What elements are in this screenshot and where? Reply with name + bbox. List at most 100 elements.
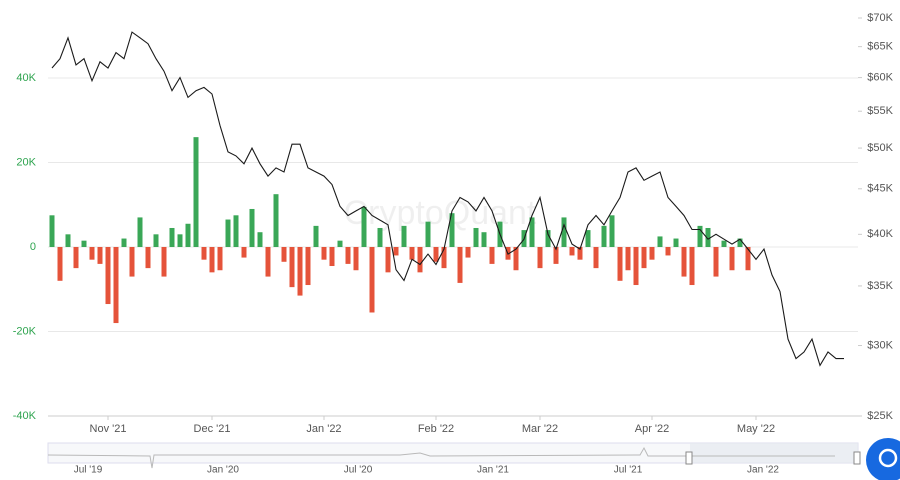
bar bbox=[705, 227, 711, 247]
x-tick-label: Apr '22 bbox=[635, 423, 670, 435]
bar bbox=[65, 234, 71, 247]
bar bbox=[273, 194, 279, 247]
bar bbox=[153, 234, 159, 247]
price-line bbox=[51, 31, 844, 367]
navigator-line bbox=[47, 446, 835, 469]
bar bbox=[225, 219, 231, 247]
navigator-handle[interactable] bbox=[853, 451, 861, 465]
bar bbox=[697, 225, 703, 247]
bar bbox=[97, 246, 103, 264]
bar bbox=[729, 246, 735, 271]
y2-tick-label: $65K bbox=[867, 41, 893, 53]
bar bbox=[201, 246, 207, 260]
x-tick-label: Jan '22 bbox=[306, 423, 341, 435]
bar bbox=[281, 246, 287, 262]
y2-tick-label: $50K bbox=[867, 142, 893, 154]
y2-tick-label: $30K bbox=[867, 339, 893, 351]
bar bbox=[217, 246, 223, 271]
bar bbox=[249, 208, 255, 247]
y2-tick-label: $55K bbox=[867, 105, 893, 117]
bar bbox=[745, 246, 751, 271]
bar bbox=[561, 217, 567, 247]
bar bbox=[441, 246, 447, 269]
bar bbox=[689, 246, 695, 286]
bar bbox=[601, 225, 607, 247]
bar bbox=[337, 240, 343, 247]
bar bbox=[409, 246, 415, 260]
y-tick-label: -40K bbox=[13, 410, 37, 422]
bar bbox=[545, 230, 551, 247]
bar bbox=[369, 246, 375, 313]
bar bbox=[177, 234, 183, 247]
y-tick-label: -20K bbox=[13, 325, 37, 337]
bar bbox=[713, 246, 719, 277]
bar bbox=[233, 215, 239, 247]
bar bbox=[329, 246, 335, 267]
bar bbox=[121, 238, 127, 247]
bar bbox=[529, 217, 535, 247]
bar bbox=[257, 232, 263, 247]
watermark: CryptoQuant bbox=[344, 194, 537, 232]
bar bbox=[57, 246, 63, 281]
bar bbox=[417, 246, 423, 273]
bar bbox=[649, 246, 655, 260]
bar bbox=[89, 246, 95, 260]
bar bbox=[385, 246, 391, 273]
bar bbox=[609, 215, 615, 247]
bar bbox=[129, 246, 135, 277]
y2-tick-label: $60K bbox=[867, 71, 893, 83]
bar bbox=[345, 246, 351, 264]
y-tick-label: 0 bbox=[30, 241, 36, 253]
bar bbox=[193, 137, 199, 247]
bar bbox=[361, 206, 367, 247]
y2-tick-label: $25K bbox=[867, 410, 893, 422]
y-axis: -40K -20K 0 20K 40K bbox=[13, 72, 37, 422]
y2-tick-label: $70K bbox=[867, 12, 893, 24]
bar bbox=[241, 246, 247, 258]
bar bbox=[553, 246, 559, 264]
navigator-handle[interactable] bbox=[685, 451, 693, 465]
bar bbox=[721, 240, 727, 247]
bar bbox=[353, 246, 359, 271]
bar bbox=[641, 246, 647, 269]
bar bbox=[473, 227, 479, 247]
y-tick-label: 20K bbox=[16, 156, 36, 168]
bar bbox=[625, 246, 631, 271]
bar bbox=[377, 227, 383, 247]
bar bbox=[289, 246, 295, 288]
bar bbox=[105, 246, 111, 305]
y-tick-label: 40K bbox=[16, 72, 36, 84]
navigator-label: Jan '20 bbox=[207, 465, 239, 476]
navigator: Jul '19 Jan '20 Jul '20 Jan '21 Jul '21 Jan '… bbox=[47, 442, 861, 476]
bar bbox=[73, 246, 79, 269]
bar bbox=[633, 246, 639, 286]
navigator-window bbox=[690, 443, 858, 463]
bar bbox=[297, 246, 303, 296]
bar bbox=[737, 238, 743, 247]
bar bbox=[113, 246, 119, 324]
bar bbox=[49, 215, 55, 247]
bar bbox=[185, 223, 191, 247]
bar bbox=[313, 225, 319, 247]
bar bbox=[617, 246, 623, 281]
bar bbox=[265, 246, 271, 277]
bar bbox=[209, 246, 215, 273]
bar bbox=[161, 246, 167, 277]
bar bbox=[457, 246, 463, 283]
chat-icon bbox=[878, 448, 898, 468]
bar bbox=[425, 221, 431, 247]
bar bbox=[393, 246, 399, 256]
bar bbox=[433, 246, 439, 262]
bar bbox=[577, 246, 583, 260]
chat-button[interactable] bbox=[866, 438, 900, 480]
bar bbox=[481, 232, 487, 247]
y2-tick-label: $45K bbox=[867, 183, 893, 195]
bar bbox=[673, 238, 679, 247]
x-tick-label: Nov '21 bbox=[90, 423, 127, 435]
x-tick-label: Mar '22 bbox=[522, 423, 558, 435]
bar bbox=[569, 246, 575, 256]
x-tick-label: Dec '21 bbox=[194, 423, 231, 435]
y2-tick-label: $40K bbox=[867, 228, 893, 240]
navigator-label: Jan '22 bbox=[747, 465, 779, 476]
bar bbox=[681, 246, 687, 277]
